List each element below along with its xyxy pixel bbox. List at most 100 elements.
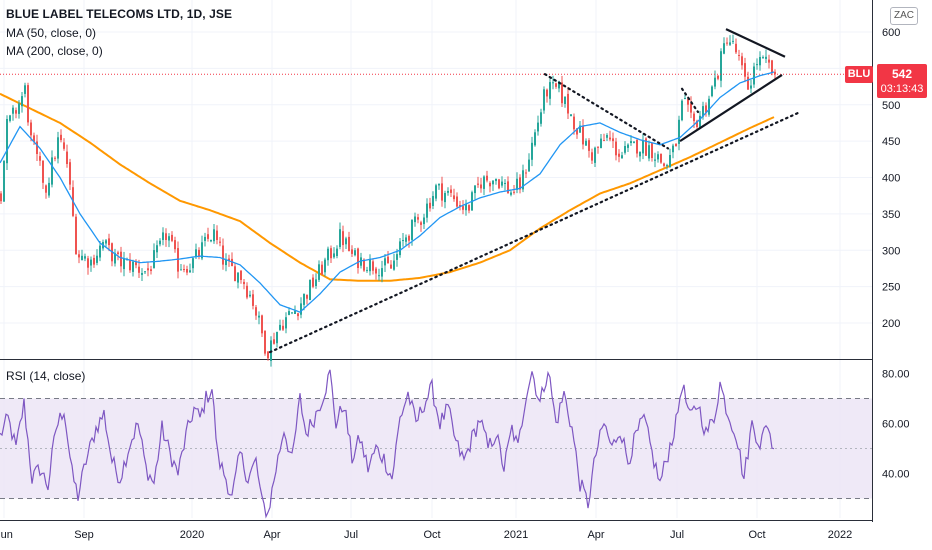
dotted-trendline: [680, 87, 700, 114]
candle-body: [588, 140, 590, 151]
candle-body: [603, 140, 605, 142]
candle-body: [387, 256, 389, 264]
candle-body: [726, 42, 728, 44]
candle-body: [333, 253, 335, 258]
candle-body: [30, 122, 32, 136]
candle-body: [702, 106, 704, 117]
candle-body: [495, 178, 497, 182]
candle-body: [519, 177, 521, 190]
candle-body: [612, 138, 614, 142]
trendline-drawings: [268, 28, 802, 354]
candle-body: [456, 196, 458, 207]
candle-body: [291, 312, 293, 314]
candle-body: [273, 339, 275, 344]
candle-body: [507, 181, 509, 194]
currency-button[interactable]: ZAC: [890, 7, 918, 25]
candle-body: [351, 249, 353, 254]
candle-body: [591, 152, 593, 161]
candle-body: [366, 269, 368, 271]
candle-body: [171, 234, 173, 241]
last-price-value: 542: [891, 67, 913, 81]
candle-body: [699, 115, 701, 129]
candle-body: [303, 293, 305, 305]
candle-body: [465, 203, 467, 211]
candle-body: [768, 59, 770, 63]
candle-body: [549, 82, 551, 99]
rsi-tick-label: 80.00: [882, 369, 910, 381]
candle-body: [486, 175, 488, 181]
candle-body: [159, 240, 161, 245]
candle-body: [525, 172, 527, 174]
candle-body: [651, 142, 653, 158]
candle-body: [594, 147, 596, 163]
candle-body: [666, 165, 668, 167]
candle-body: [558, 81, 560, 89]
candle-body: [585, 140, 587, 146]
candle-body: [522, 170, 524, 190]
candle-body: [420, 222, 422, 225]
price-tick-label: 450: [882, 136, 900, 148]
candle-body: [216, 230, 218, 240]
candle-body: [543, 89, 545, 111]
candle-body: [36, 141, 38, 154]
candle-body: [186, 269, 188, 273]
candle-body: [732, 40, 734, 42]
ma50-line: [0, 71, 775, 313]
candle-body: [516, 178, 518, 190]
candle-body: [129, 259, 131, 271]
dotted-trendline: [268, 110, 802, 354]
candle-body: [261, 315, 263, 334]
candle-body: [279, 324, 281, 330]
candle-body: [765, 56, 767, 59]
candle-body: [75, 216, 77, 255]
candle-body: [576, 128, 578, 135]
candle-body: [675, 144, 677, 147]
candle-body: [759, 57, 761, 66]
candle-body: [348, 236, 350, 252]
candle-body: [213, 229, 215, 242]
candle-body: [300, 303, 302, 315]
candle-body: [687, 98, 689, 105]
candle-body: [633, 141, 635, 143]
time-tick-label: Jul: [344, 529, 358, 541]
candle-body: [396, 254, 398, 260]
time-tick-label: Apr: [263, 529, 280, 541]
time-tick-label: Jul: [670, 529, 684, 541]
price-tick-label: 350: [882, 209, 900, 221]
candle-body: [66, 151, 68, 164]
candle-body: [39, 156, 41, 161]
candle-body: [552, 82, 554, 84]
candle-body: [33, 135, 35, 142]
candle-body: [402, 240, 404, 241]
price-tick-label: 400: [882, 173, 900, 185]
candle-body: [618, 153, 620, 157]
candle-body: [165, 233, 167, 240]
candle-body: [27, 85, 29, 123]
candle-body: [45, 185, 47, 193]
candle-body: [438, 183, 440, 186]
candle-body: [528, 159, 530, 172]
time-tick-label: Sep: [74, 529, 94, 541]
time-tick-label: Jun: [0, 529, 13, 541]
candle-body: [372, 261, 374, 271]
candle-body: [597, 146, 599, 148]
candle-body: [555, 83, 557, 87]
candle-body: [546, 89, 548, 97]
candle-body: [627, 144, 629, 148]
candle-body: [63, 142, 65, 149]
candle-body: [105, 240, 107, 244]
candle-body: [309, 279, 311, 300]
candle-body: [582, 126, 584, 145]
candle-body: [108, 238, 110, 246]
candle-body: [234, 266, 236, 282]
candle-body: [249, 294, 251, 297]
candle-body: [468, 205, 470, 211]
candle-body: [3, 160, 5, 202]
candle-body: [645, 138, 647, 156]
candle-body: [336, 248, 338, 256]
candle-body: [369, 259, 371, 272]
candle-body: [246, 285, 248, 298]
candle-body: [324, 259, 326, 273]
candle-body: [399, 241, 401, 256]
